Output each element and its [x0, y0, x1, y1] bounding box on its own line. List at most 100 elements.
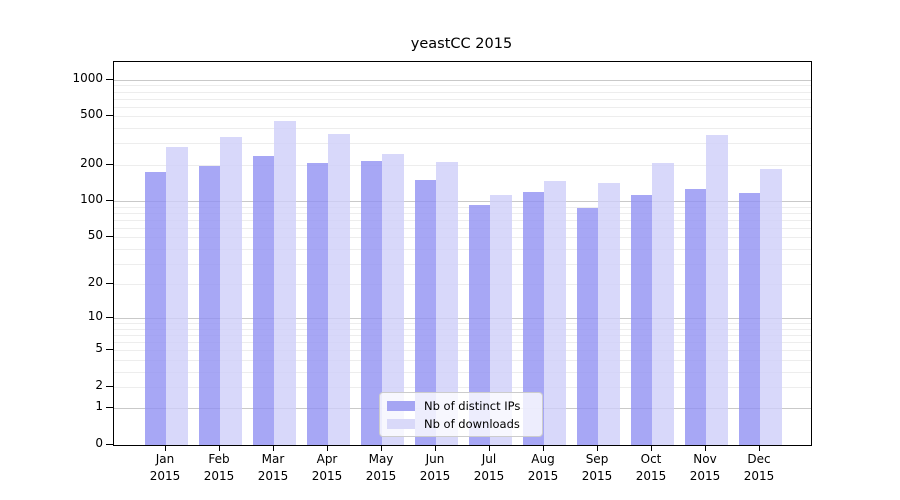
minor-gridline — [114, 91, 811, 93]
minor-gridline — [114, 143, 811, 145]
minor-gridline — [114, 106, 811, 108]
month-label: Jul — [481, 452, 497, 466]
y-tick-mark — [106, 407, 113, 409]
x-tick-label-oct: Oct 2015 — [621, 451, 681, 484]
minor-gridline — [114, 206, 811, 208]
bar-distinct-ips-mar — [252, 156, 274, 445]
y-tick-mark — [106, 236, 113, 238]
bar-downloads-jan — [166, 146, 188, 445]
x-tick-label-aug: Aug 2015 — [513, 451, 573, 484]
minor-gridline — [114, 116, 811, 118]
bar-downloads-may — [382, 154, 404, 445]
bar-distinct-ips-may — [360, 160, 382, 445]
y-tick-label: 2 — [95, 377, 103, 392]
month-label: May — [368, 452, 394, 466]
minor-gridline — [114, 85, 811, 87]
x-tick-mark — [705, 445, 706, 451]
bar-distinct-ips-nov — [684, 189, 706, 445]
bar-distinct-ips-sep — [576, 207, 598, 445]
year-label: 2015 — [635, 468, 667, 483]
year-label: 2015 — [203, 468, 235, 483]
minor-gridline — [114, 219, 811, 221]
major-gridline — [114, 318, 811, 320]
minor-gridline — [114, 284, 811, 286]
bar-distinct-ips-oct — [630, 194, 652, 445]
x-tick-mark — [435, 445, 436, 451]
minor-gridline — [114, 335, 811, 337]
year-label: 2015 — [419, 468, 451, 483]
bar-distinct-ips-aug — [522, 192, 544, 445]
y-tick-mark — [106, 283, 113, 285]
x-tick-mark — [273, 445, 274, 451]
minor-gridline — [114, 227, 811, 229]
y-tick-mark — [106, 444, 113, 445]
bar-distinct-ips-dec — [738, 193, 760, 445]
y-tick-mark — [106, 385, 113, 387]
y-tick-label: 5 — [95, 341, 103, 356]
x-tick-label-jan: Jan 2015 — [135, 451, 195, 484]
minor-gridline — [114, 212, 811, 214]
major-gridline — [114, 201, 811, 202]
legend-swatch-distinct-ips — [387, 401, 415, 411]
month-label: Nov — [693, 452, 717, 466]
x-tick-label-apr: Apr 2015 — [297, 451, 357, 484]
x-tick-mark — [165, 445, 166, 451]
y-tick-label: 0 — [95, 436, 103, 450]
year-label: 2015 — [149, 468, 181, 483]
minor-gridline — [114, 263, 811, 265]
x-tick-mark — [381, 445, 382, 451]
minor-gridline — [114, 323, 811, 325]
legend-item-downloads: Nb of downloads — [387, 417, 534, 431]
y-tick-label: 500 — [80, 107, 103, 122]
minor-gridline — [114, 328, 811, 330]
x-tick-mark — [489, 445, 490, 451]
x-tick-label-sep: Sep 2015 — [567, 451, 627, 484]
bar-distinct-ips-jul — [468, 204, 490, 445]
bar-downloads-oct — [652, 163, 674, 445]
year-label: 2015 — [581, 468, 613, 483]
bar-downloads-jun — [436, 162, 458, 445]
y-tick-label: 1000 — [72, 70, 103, 85]
x-tick-label-jun: Jun 2015 — [405, 451, 465, 484]
y-tick-label: 1 — [95, 399, 103, 414]
bar-distinct-ips-jan — [144, 171, 166, 445]
y-tick-label: 200 — [80, 155, 103, 170]
bar-downloads-aug — [544, 180, 566, 445]
x-tick-label-nov: Nov 2015 — [675, 451, 735, 484]
legend-label-distinct-ips: Nb of distinct IPs — [424, 399, 521, 413]
y-tick-label: 10 — [87, 309, 103, 324]
minor-gridline — [114, 350, 811, 352]
year-label: 2015 — [257, 468, 289, 483]
bar-downloads-sep — [598, 182, 620, 445]
legend-item-distinct-ips: Nb of distinct IPs — [387, 399, 534, 413]
x-tick-label-jul: Jul 2015 — [459, 451, 519, 484]
year-label: 2015 — [365, 468, 397, 483]
y-tick-mark — [106, 200, 113, 201]
bar-downloads-jul — [490, 195, 512, 445]
bar-distinct-ips-feb — [198, 166, 220, 445]
y-tick-mark — [106, 317, 113, 319]
major-gridline — [114, 79, 811, 81]
year-label: 2015 — [473, 468, 505, 483]
y-tick-mark — [106, 115, 113, 117]
x-tick-mark — [597, 445, 598, 451]
legend: Nb of distinct IPs Nb of downloads — [379, 392, 543, 437]
y-tick-label: 20 — [87, 275, 103, 290]
y-tick-label: 50 — [87, 228, 103, 243]
bar-downloads-apr — [328, 134, 350, 445]
month-label: Sep — [585, 452, 609, 466]
year-label: 2015 — [689, 468, 721, 483]
minor-gridline — [114, 128, 811, 130]
year-label: 2015 — [527, 468, 559, 483]
bar-downloads-mar — [274, 120, 296, 445]
y-tick-mark — [106, 349, 113, 351]
month-label: Aug — [531, 452, 555, 466]
x-tick-mark — [327, 445, 328, 451]
minor-gridline — [114, 359, 811, 361]
minor-gridline — [114, 248, 811, 250]
minor-gridline — [114, 386, 811, 388]
x-tick-mark — [651, 445, 652, 451]
month-label: Feb — [208, 452, 230, 466]
y-tick-mark — [106, 163, 113, 165]
